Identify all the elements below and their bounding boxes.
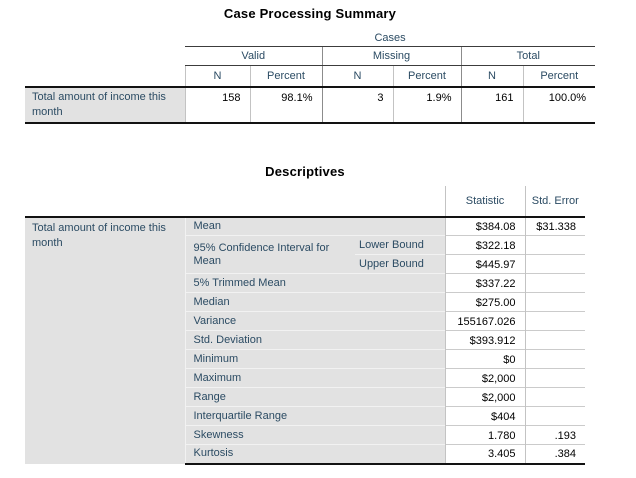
statistic-value: $2,000: [444, 368, 526, 388]
std-error-value: .193: [524, 425, 586, 445]
column-header-missing-n: N: [321, 65, 393, 88]
cell-valid-n: 158: [184, 87, 250, 124]
row-label: Total amount of income this month: [25, 216, 185, 464]
table-row: Total amount of income this month 158 98…: [25, 87, 596, 124]
stat-label: Interquartile Range: [184, 406, 446, 426]
stat-label: Median: [184, 292, 446, 312]
cell-total-percent: 100.0%: [522, 87, 596, 124]
table-row-ci-upper: Upper Bound $445.97: [25, 254, 586, 274]
statistic-value: $322.18: [444, 235, 526, 255]
table-row-mean: Total amount of income this month Mean $…: [25, 216, 586, 464]
table-row-maximum: Maximum $2,000: [25, 368, 586, 388]
statistic-value: $337.22: [444, 273, 526, 293]
row-label: Total amount of income this month: [25, 87, 185, 124]
column-header-valid-percent: Percent: [249, 65, 322, 88]
stat-label: Range: [184, 387, 446, 407]
std-error-value: [524, 349, 586, 369]
std-error-value: $31.338: [524, 216, 586, 236]
table-row-range: Range $2,000: [25, 387, 586, 407]
column-header-total-n: N: [460, 65, 523, 88]
stat-label: Kurtosis: [184, 444, 446, 465]
stat-label: Mean: [184, 216, 446, 236]
column-header-std-error: Std. Error: [524, 185, 586, 218]
sub-label-lower-bound: Lower Bound: [355, 235, 446, 255]
statistic-value: $0: [444, 349, 526, 369]
cell-valid-percent: 98.1%: [249, 87, 322, 124]
std-error-value: [524, 254, 586, 274]
sub-label-upper-bound: Upper Bound: [355, 254, 446, 274]
statistic-value: $404: [444, 406, 526, 426]
stat-label: Maximum: [184, 368, 446, 388]
descriptives-title: Descriptives: [265, 163, 345, 179]
table-row-skewness: Skewness 1.780 .193: [25, 425, 586, 445]
statistic-value: $445.97: [444, 254, 526, 274]
statistic-value: 1.780: [444, 425, 526, 445]
column-header-valid-n: N: [184, 65, 250, 88]
column-header-statistic: Statistic: [444, 185, 526, 218]
corner-cell: [25, 65, 185, 88]
cell-missing-percent: 1.9%: [392, 87, 461, 124]
std-error-value: [524, 292, 586, 312]
table-row-interquartile-range: Interquartile Range $404: [25, 406, 586, 426]
stat-label: Std. Deviation: [184, 330, 446, 350]
table-row-median: Median $275.00: [25, 292, 586, 312]
std-error-value: [524, 273, 586, 293]
statistic-value: 3.405: [444, 444, 526, 465]
table-row-variance: Variance 155167.026: [25, 311, 586, 331]
std-error-value: [524, 235, 586, 255]
table-row-std-deviation: Std. Deviation $393.912: [25, 330, 586, 350]
std-error-value: [524, 311, 586, 331]
std-error-value: [524, 406, 586, 426]
statistic-value: $2,000: [444, 387, 526, 407]
table-row-minimum: Minimum $0: [25, 349, 586, 369]
std-error-value: [524, 387, 586, 407]
output-viewer: Case Processing Summary Cases Valid Miss…: [0, 6, 636, 465]
statistic-value: $393.912: [444, 330, 526, 350]
column-header-missing-percent: Percent: [392, 65, 461, 88]
descriptives-table[interactable]: Descriptives Statistic Std. Error Total …: [25, 163, 586, 465]
stat-label: Minimum: [184, 349, 446, 369]
stat-label: Skewness: [184, 425, 446, 445]
statistic-value: $384.08: [444, 216, 526, 236]
std-error-value: [524, 368, 586, 388]
corner-cell: [25, 30, 185, 46]
case-processing-title: Case Processing Summary: [223, 6, 397, 21]
corner-cell: [25, 185, 446, 218]
stat-label: Variance: [184, 311, 446, 331]
table-row-ci-lower: 95% Confidence Interval for Mean Lower B…: [25, 235, 586, 274]
cell-missing-n: 3: [321, 87, 393, 124]
case-processing-grid: Cases Valid Missing Total N Percent N Pe…: [25, 30, 596, 124]
stat-label: 95% Confidence Interval for Mean: [184, 235, 355, 274]
std-error-value: [524, 330, 586, 350]
group-header-total: Total: [460, 46, 596, 66]
group-header-valid: Valid: [185, 46, 322, 66]
table-row-trimmed-mean: 5% Trimmed Mean $337.22: [25, 273, 586, 293]
table-row-kurtosis: Kurtosis 3.405 .384: [25, 444, 586, 465]
std-error-value: .384: [524, 444, 586, 465]
corner-cell: [25, 46, 185, 65]
cases-header: Cases: [185, 30, 596, 47]
group-header-missing: Missing: [321, 46, 461, 66]
statistic-value: 155167.026: [444, 311, 526, 331]
stat-label: 5% Trimmed Mean: [184, 273, 446, 293]
column-header-total-percent: Percent: [522, 65, 596, 88]
descriptives-grid: Statistic Std. Error Total amount of inc…: [25, 185, 586, 465]
cell-total-n: 161: [460, 87, 523, 124]
case-processing-summary-table[interactable]: Case Processing Summary Cases Valid Miss…: [25, 6, 596, 124]
statistic-value: $275.00: [444, 292, 526, 312]
